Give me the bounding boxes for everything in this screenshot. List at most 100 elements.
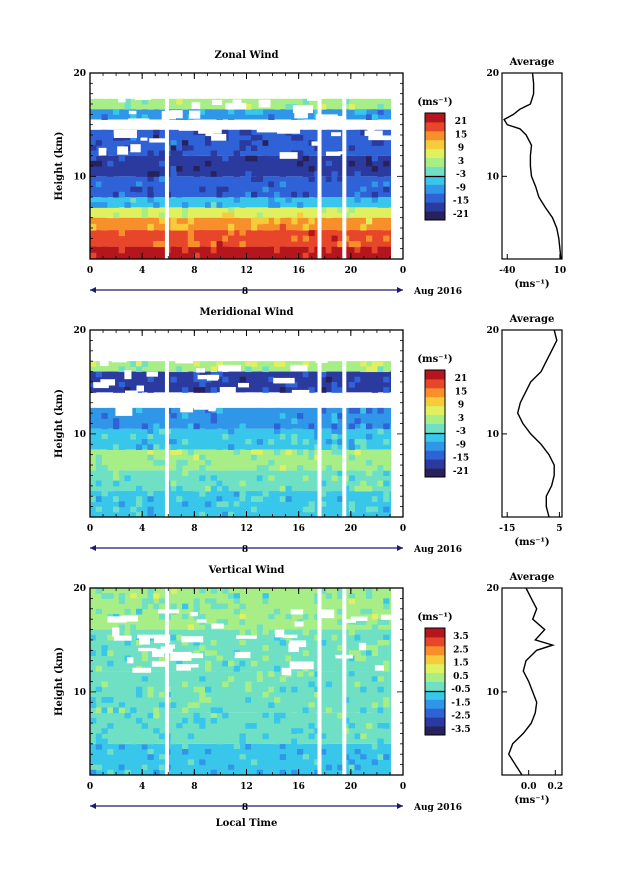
- heatmap-cell: [228, 413, 235, 419]
- heatmap-cell: [101, 707, 108, 714]
- heatmap-cell: [262, 465, 269, 471]
- colorbar-segment: [425, 663, 445, 674]
- heatmap-cell: [95, 764, 102, 771]
- heatmap-cell: [153, 676, 160, 682]
- heatmap-cell: [159, 764, 166, 771]
- heatmap-cell: [291, 207, 298, 213]
- heatmap-cell: [308, 387, 315, 393]
- heatmap-cell: [383, 598, 390, 605]
- heatmap-cell: [147, 764, 154, 771]
- heatmap-cell: [193, 702, 200, 708]
- heatmap-cell: [182, 697, 189, 703]
- heatmap-cell: [193, 608, 200, 615]
- heatmap-cell: [95, 480, 102, 487]
- heatmap-cell: [274, 428, 281, 435]
- heatmap-cell: [325, 166, 332, 172]
- heatmap-cell: [251, 449, 258, 456]
- heatmap-cell: [360, 707, 367, 714]
- heatmap-cell: [331, 155, 338, 162]
- colorbar-segment: [425, 405, 445, 416]
- heatmap-cell: [262, 155, 269, 162]
- heatmap-cell: [222, 681, 229, 688]
- heatmap-cell: [176, 150, 183, 157]
- heatmap-cell: [130, 501, 137, 508]
- heatmap-cell: [302, 470, 309, 476]
- heatmap-cell: [279, 764, 286, 771]
- heatmap-cell: [153, 603, 160, 610]
- heatmap-cell: [331, 660, 338, 667]
- heatmap-cell: [147, 506, 154, 513]
- heatmap-cell: [107, 697, 114, 703]
- heatmap-cell: [331, 650, 338, 657]
- heatmap-cell: [95, 181, 102, 188]
- missing-data-patch: [130, 144, 141, 153]
- heatmap-cell: [153, 728, 160, 734]
- heatmap-cell: [90, 150, 97, 157]
- heatmap-cell: [314, 691, 321, 698]
- missing-data-patch: [298, 350, 315, 355]
- heatmap-cell: [348, 145, 355, 151]
- heatmap-cell: [245, 191, 252, 198]
- heatmap-cell: [222, 465, 229, 471]
- heatmap-cell: [182, 104, 189, 110]
- heatmap-cell: [377, 723, 384, 729]
- heatmap-cell: [124, 104, 131, 110]
- heatmap-cell: [371, 181, 378, 188]
- heatmap-cell: [107, 217, 114, 225]
- heatmap-cell: [245, 723, 252, 729]
- heatmap-cell: [308, 371, 315, 378]
- missing-data-patch: [164, 393, 176, 401]
- heatmap-cell: [354, 150, 361, 157]
- heatmap-cell: [147, 191, 154, 198]
- heatmap-cell: [383, 480, 390, 487]
- heatmap-cell: [90, 387, 97, 393]
- heatmap-cell: [130, 717, 137, 724]
- heatmap-cell: [90, 764, 97, 771]
- missing-data-patch: [211, 623, 224, 629]
- missing-data-patch: [232, 99, 242, 104]
- heatmap-cell: [268, 114, 275, 120]
- heatmap-cell: [170, 449, 177, 456]
- x-tick-label: 12: [240, 782, 253, 792]
- heatmap-cell: [366, 150, 373, 157]
- heatmap-cell: [228, 619, 235, 625]
- heatmap-cell: [205, 665, 212, 672]
- heatmap-cell: [130, 506, 137, 513]
- heatmap-cell: [297, 506, 304, 513]
- heatmap-cell: [193, 176, 200, 182]
- missing-data-patch: [290, 364, 308, 372]
- heatmap-cell: [90, 361, 97, 367]
- heatmap-cell: [118, 361, 125, 367]
- heatmap-cell: [371, 246, 378, 254]
- heatmap-cell: [210, 241, 217, 248]
- heatmap-cell: [302, 371, 309, 378]
- colorbar-tick-label: -3.5: [451, 725, 470, 735]
- heatmap-cell: [136, 413, 143, 419]
- heatmap-cell: [210, 588, 217, 594]
- heatmap-cell: [291, 191, 298, 198]
- missing-data-patch: [128, 118, 150, 125]
- heatmap-cell: [251, 491, 258, 497]
- missing-data-patch: [371, 351, 396, 359]
- heatmap-cell: [182, 639, 189, 646]
- heatmap-cell: [354, 418, 361, 424]
- heatmap-cell: [147, 619, 154, 625]
- heatmap-cell: [325, 376, 332, 383]
- heatmap-cell: [118, 246, 125, 254]
- heatmap-cell: [325, 176, 332, 182]
- missing-data-patch: [90, 393, 98, 401]
- heatmap-cell: [360, 423, 367, 430]
- heatmap-cell: [147, 593, 154, 599]
- heatmap-cell: [297, 191, 304, 198]
- heatmap-cell: [337, 181, 344, 188]
- heatmap-cell: [262, 230, 269, 237]
- heatmap-cell: [210, 439, 217, 445]
- heatmap-cell: [170, 207, 177, 213]
- heatmap-cell: [130, 413, 137, 419]
- heatmap-cell: [101, 191, 108, 198]
- heatmap-cell: [210, 603, 217, 610]
- heatmap-cell: [320, 361, 327, 367]
- heatmap-cell: [228, 109, 235, 115]
- heatmap-cell: [256, 475, 263, 482]
- heatmap-cell: [251, 671, 258, 677]
